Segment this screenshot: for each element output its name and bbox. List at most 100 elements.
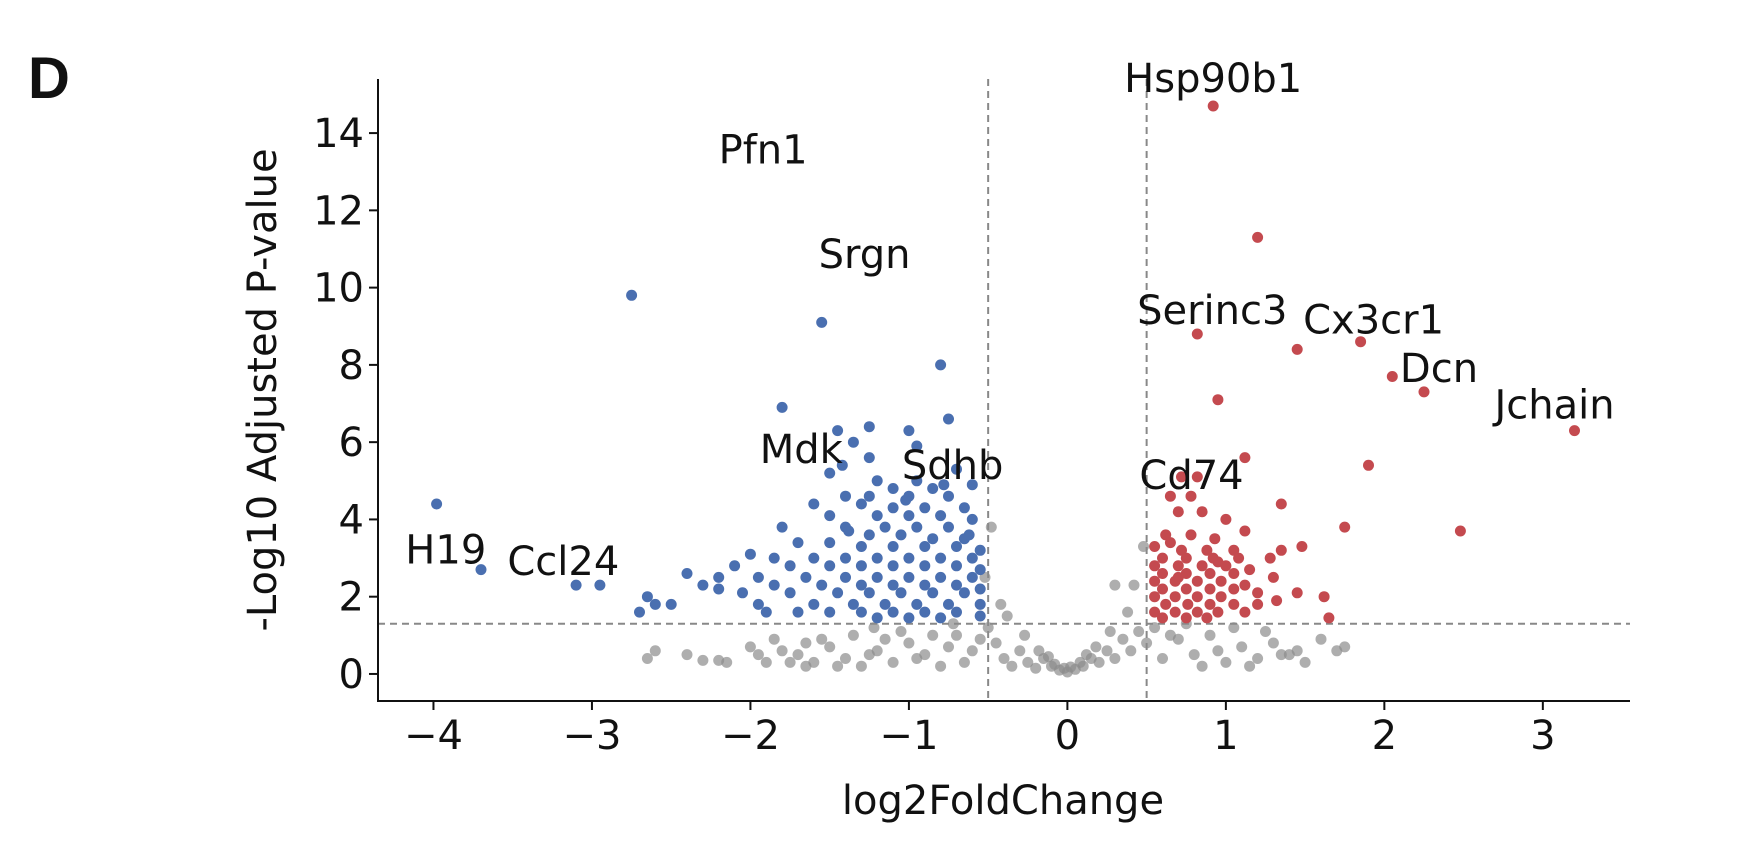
data-point-down [784,587,796,599]
data-point-up [1196,560,1208,572]
data-point-up [1182,598,1194,610]
data-point-down [887,483,899,494]
data-point-ns [1104,626,1116,637]
data-point-down [816,316,828,328]
data-point-ns [832,660,844,672]
y-tick-label: 2 [339,575,364,621]
data-point-up [1157,583,1168,595]
data-point-down [752,598,764,610]
data-point-up [1164,537,1176,549]
data-point-ns [768,633,780,645]
gene-label-cx3cr1: Cx3cr1 [1303,298,1444,344]
data-point-ns [927,629,939,641]
data-point-down [863,490,875,502]
data-point-up [1233,552,1245,564]
data-point-up [1252,587,1264,599]
data-point-ns [800,660,812,672]
data-point-ns [697,654,709,666]
data-point-up [1228,583,1240,595]
data-point-down [943,598,954,610]
data-point-ns [1090,641,1102,653]
data-point-ns [1033,645,1045,657]
data-point-down [824,606,836,618]
data-point-down [887,606,899,618]
data-point-ns [966,645,978,657]
data-point-down [871,552,883,564]
data-point-down [641,591,653,603]
data-point-ns [752,649,764,661]
y-tick-label: 6 [339,420,364,466]
data-point-down [927,533,939,545]
data-point-ns [824,641,836,653]
data-point-down [824,467,836,479]
data-point-ns [1030,662,1042,674]
data-point-down [649,598,661,610]
data-point-down [855,498,867,510]
data-point-down [816,579,828,591]
data-point-up [1185,529,1197,541]
data-point-down [792,606,804,618]
data-point-down [963,529,975,541]
data-point-down [824,537,836,549]
data-point-ns [1128,579,1140,591]
data-point-down [808,598,820,610]
data-point-down [951,606,962,618]
data-point-ns [681,649,693,661]
data-point-ns [951,629,962,641]
data-point-ns [847,629,859,641]
data-point-down [879,521,891,533]
data-point-ns [985,521,997,533]
data-point-up [1220,513,1232,525]
data-point-down [713,583,725,595]
data-point-down [665,598,677,610]
data-point-down [974,610,986,622]
data-point-ns [1267,637,1279,649]
data-point-up [1212,556,1224,568]
data-point-up [1228,598,1240,610]
data-point-up [1157,612,1168,624]
data-point-down [855,606,867,618]
data-point-ns [1022,656,1034,668]
data-point-down [871,510,883,522]
data-point-down [792,537,804,549]
data-point-ns [1252,653,1264,664]
data-point-down [903,425,915,437]
data-point-down [900,494,912,506]
data-point-down [895,587,907,599]
data-point-ns [982,622,994,634]
data-point-ns [1133,626,1145,637]
data-point-up [1204,598,1216,610]
data-point-up [1164,490,1176,502]
data-point-down [935,612,947,624]
data-point-up [1180,552,1192,564]
data-point-ns [776,645,788,657]
data-point-ns [1157,653,1168,664]
data-point-up [1172,506,1184,518]
data-point-ns [974,633,986,645]
data-point-ns [1122,606,1134,618]
data-point-down [911,475,923,487]
x-tick-label: 3 [1530,713,1555,759]
data-point-down [737,587,748,599]
data-point-up [1149,560,1161,572]
data-point-up [1204,583,1216,595]
data-point-down [744,548,756,560]
gene-label-ccl24: Ccl24 [507,539,619,585]
data-point-down [935,510,947,522]
data-point-ns [816,633,828,645]
data-point-down [871,612,883,624]
data-point-up [1149,606,1161,618]
data-point-up [1418,386,1430,398]
data-point-ns [1315,633,1327,645]
data-point-up [1207,100,1219,112]
data-point-ns [863,649,875,661]
data-point-ns [1080,649,1092,661]
data-point-up [1172,571,1184,583]
data-point-ns [990,637,1002,649]
data-point-down [919,606,931,618]
data-point-up [1191,591,1203,603]
data-point-down [697,579,709,591]
data-point-up [1157,568,1168,579]
data-point-up [1271,595,1283,607]
